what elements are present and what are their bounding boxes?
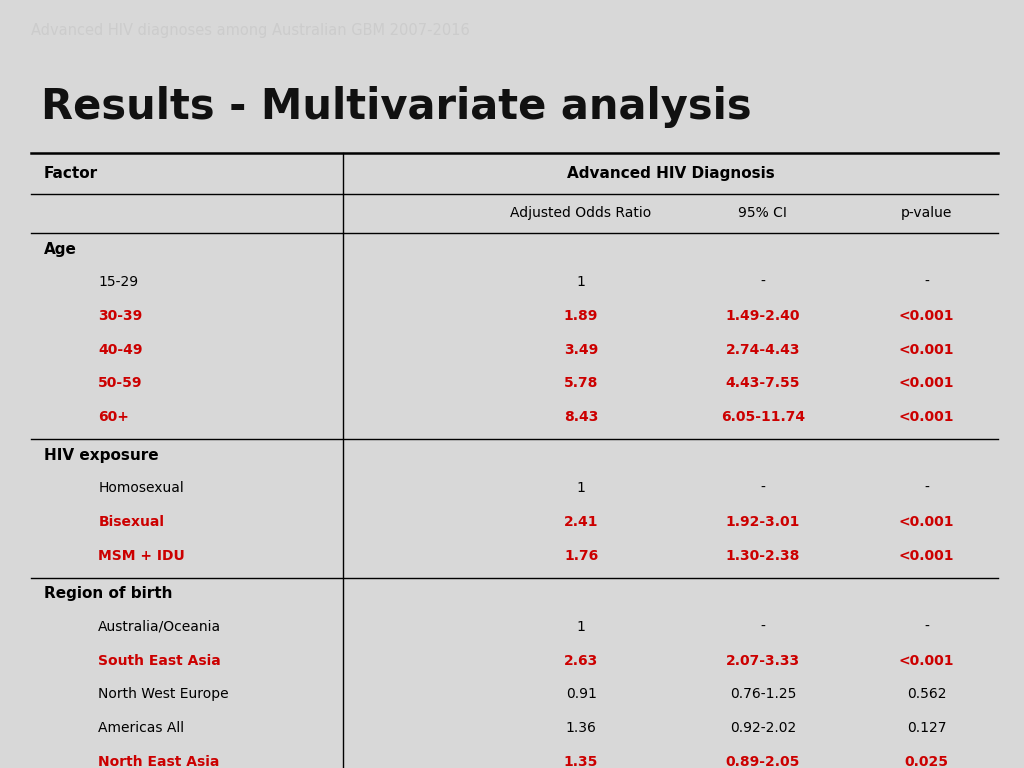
Text: 0.025: 0.025 [905,755,948,768]
Text: <0.001: <0.001 [899,548,954,563]
Text: 5.78: 5.78 [564,376,598,390]
Text: -: - [925,482,929,495]
Text: <0.001: <0.001 [899,343,954,356]
Text: 4.43-7.55: 4.43-7.55 [726,376,800,390]
Text: 1.76: 1.76 [564,548,598,563]
Text: Results - Multivariate analysis: Results - Multivariate analysis [41,85,752,127]
Text: 1.30-2.38: 1.30-2.38 [726,548,800,563]
Text: MSM + IDU: MSM + IDU [98,548,185,563]
Text: 15-29: 15-29 [98,275,138,290]
Text: Americas All: Americas All [98,721,184,735]
Text: 2.63: 2.63 [564,654,598,667]
Text: Advanced HIV diagnoses among Australian GBM 2007-2016: Advanced HIV diagnoses among Australian … [31,23,469,38]
Text: 0.562: 0.562 [907,687,946,701]
Text: -: - [925,620,929,634]
Text: 6.05-11.74: 6.05-11.74 [721,410,805,424]
Text: 1.36: 1.36 [565,721,597,735]
Text: 1: 1 [577,482,586,495]
Text: HIV exposure: HIV exposure [44,448,159,462]
Text: 0.76-1.25: 0.76-1.25 [730,687,796,701]
Text: 0.127: 0.127 [907,721,946,735]
Text: Region of birth: Region of birth [44,586,172,601]
Text: 30-39: 30-39 [98,309,142,323]
Text: 60+: 60+ [98,410,129,424]
Text: p-value: p-value [901,207,952,220]
Text: <0.001: <0.001 [899,376,954,390]
Text: 95% CI: 95% CI [738,207,787,220]
Text: South East Asia: South East Asia [98,654,221,667]
Text: 1.92-3.01: 1.92-3.01 [726,515,800,529]
Text: -: - [761,275,765,290]
Text: North West Europe: North West Europe [98,687,229,701]
Text: 1: 1 [577,620,586,634]
Text: -: - [761,620,765,634]
Text: 2.07-3.33: 2.07-3.33 [726,654,800,667]
Text: North East Asia: North East Asia [98,755,220,768]
Text: Age: Age [44,242,77,257]
Text: <0.001: <0.001 [899,309,954,323]
Text: 1.89: 1.89 [564,309,598,323]
Text: 8.43: 8.43 [564,410,598,424]
Text: 0.89-2.05: 0.89-2.05 [726,755,800,768]
Text: Homosexual: Homosexual [98,482,184,495]
Text: 1: 1 [577,275,586,290]
Text: 0.91: 0.91 [565,687,597,701]
Text: -: - [925,275,929,290]
Text: <0.001: <0.001 [899,654,954,667]
Text: Advanced HIV Diagnosis: Advanced HIV Diagnosis [567,166,774,180]
Text: Australia/Oceania: Australia/Oceania [98,620,221,634]
Text: 2.74-4.43: 2.74-4.43 [726,343,800,356]
Text: Adjusted Odds Ratio: Adjusted Odds Ratio [511,207,651,220]
Text: 50-59: 50-59 [98,376,142,390]
Text: 40-49: 40-49 [98,343,142,356]
Text: <0.001: <0.001 [899,515,954,529]
Text: 1.35: 1.35 [564,755,598,768]
Text: 1.49-2.40: 1.49-2.40 [726,309,800,323]
Text: 0.92-2.02: 0.92-2.02 [730,721,796,735]
Text: Bisexual: Bisexual [98,515,164,529]
Text: <0.001: <0.001 [899,410,954,424]
Text: 3.49: 3.49 [564,343,598,356]
Text: 2.41: 2.41 [564,515,598,529]
Text: Factor: Factor [44,166,98,180]
Text: -: - [761,482,765,495]
